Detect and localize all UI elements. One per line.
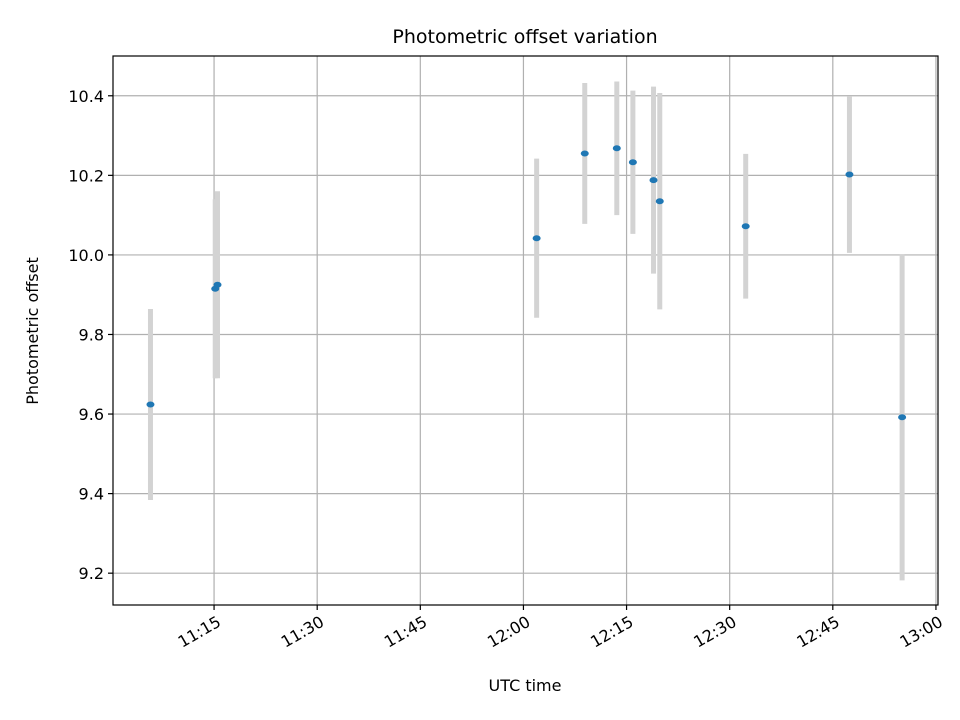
- data-point: [532, 235, 541, 242]
- x-tick-label: 11:45: [381, 612, 430, 652]
- y-tick-label: 9.2: [79, 564, 104, 583]
- y-tick-label: 10.0: [68, 246, 104, 265]
- plot-area: [112, 55, 939, 606]
- data-point: [655, 198, 664, 205]
- y-tick-label: 9.6: [79, 405, 104, 424]
- data-points: [146, 145, 907, 421]
- data-point: [612, 145, 621, 152]
- data-point: [580, 150, 589, 157]
- data-point: [741, 223, 750, 230]
- data-point: [649, 177, 658, 184]
- x-tick-label: 13:00: [897, 612, 946, 652]
- grid: [113, 56, 938, 605]
- plot-frame: [112, 55, 939, 606]
- y-tick-label: 9.8: [79, 325, 104, 344]
- chart-title: Photometric offset variation: [392, 26, 657, 48]
- error-bars: [147, 81, 905, 581]
- data-point: [146, 401, 155, 408]
- y-axis: 9.2 9.4 9.6 9.8 10.0 10.2 10.4: [68, 87, 113, 583]
- x-tick-label: 11:30: [278, 612, 327, 652]
- y-axis-label: Photometric offset: [23, 257, 42, 405]
- x-tick-label: 11:15: [175, 612, 224, 652]
- data-point: [898, 414, 907, 421]
- x-tick-label: 12:15: [587, 612, 636, 652]
- data-point: [628, 159, 637, 166]
- data-point: [213, 281, 222, 288]
- y-tick-label: 10.4: [68, 87, 104, 106]
- x-tick-label: 12:30: [690, 612, 739, 652]
- y-tick-label: 10.2: [68, 166, 104, 185]
- x-axis: 11:15 11:30 11:45 12:00 12:15 12:30 12:45 13:00: [175, 605, 946, 652]
- x-tick-label: 12:45: [793, 612, 842, 652]
- x-tick-label: 12:00: [484, 612, 533, 652]
- y-tick-label: 9.4: [79, 485, 104, 504]
- data-point: [845, 171, 854, 178]
- x-axis-label: UTC time: [489, 676, 562, 695]
